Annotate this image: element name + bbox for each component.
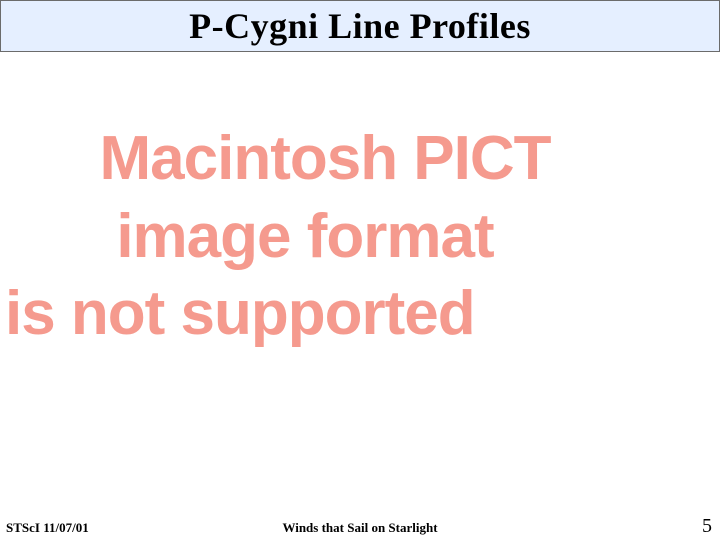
slide-title: P-Cygni Line Profiles: [189, 5, 531, 47]
slide-footer: STScI 11/07/01 Winds that Sail on Starli…: [0, 516, 720, 540]
presentation-slide: P-Cygni Line Profiles Macintosh PICT ima…: [0, 0, 720, 540]
title-band: P-Cygni Line Profiles: [0, 0, 720, 52]
error-line-2: image format: [0, 198, 620, 276]
unsupported-image-message: Macintosh PICT image format is not suppo…: [20, 120, 620, 353]
error-line-1: Macintosh PICT: [30, 120, 620, 198]
footer-page-number: 5: [702, 515, 712, 538]
footer-center: Winds that Sail on Starlight: [0, 520, 720, 536]
error-line-3: is not supported: [5, 275, 620, 353]
